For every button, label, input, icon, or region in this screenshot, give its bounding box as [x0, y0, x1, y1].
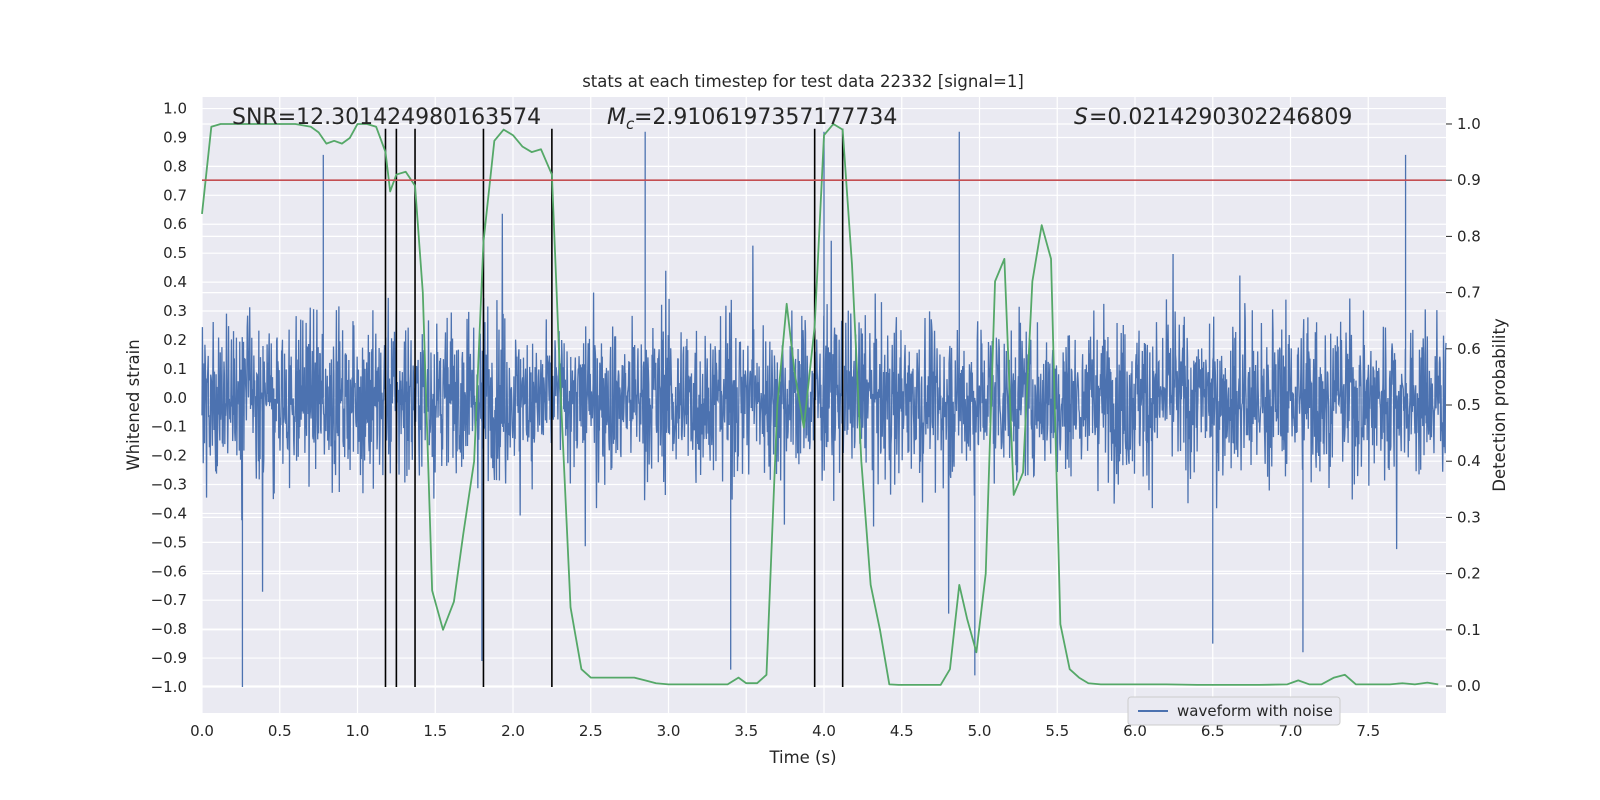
y2-tick-label: 0.2: [1457, 565, 1481, 583]
y2-tick-label: 0.6: [1457, 340, 1481, 358]
x-tick-label: 7.5: [1356, 722, 1380, 740]
x-tick-label: 3.0: [657, 722, 681, 740]
y2-tick-label: 0.1: [1457, 621, 1481, 639]
y-axis-label: Whitened strain: [124, 339, 143, 470]
x-tick-label: 6.5: [1201, 722, 1225, 740]
y2-tick-label: 0.5: [1457, 396, 1481, 414]
y-tick-label: −0.1: [151, 418, 187, 436]
y2-tick-label: 0.7: [1457, 284, 1481, 302]
s-value: =0.0214290302246809: [1089, 105, 1352, 130]
chirp-mass-annotation: Mc =2.9106197357177734: [607, 105, 897, 133]
y2-tick-label: 0.0: [1457, 677, 1481, 695]
y-tick-label: −0.9: [151, 649, 187, 667]
y2-tick-label: 1.0: [1457, 115, 1481, 133]
y2-tick-label: 0.3: [1457, 508, 1481, 526]
y-tick-label: −0.4: [151, 504, 187, 522]
y2-tick-label: 0.8: [1457, 227, 1481, 245]
y-tick-label: −0.2: [151, 447, 187, 465]
x-tick-label: 1.5: [423, 722, 447, 740]
y-tick-label: −0.7: [151, 591, 187, 609]
x-tick-label: 1.0: [346, 722, 370, 740]
y-tick-label: 0.8: [163, 157, 187, 175]
y2-tick-label: 0.9: [1457, 171, 1481, 189]
waveform-series: [201, 131, 1447, 687]
s-annotation: S =0.0214290302246809: [1074, 105, 1352, 130]
y-tick-label: 0.7: [163, 186, 187, 204]
s-symbol: S: [1074, 105, 1088, 130]
x-tick-label: 4.0: [812, 722, 836, 740]
y-tick-label: −0.3: [151, 476, 187, 494]
detection-probability-series: [201, 123, 1439, 686]
y-tick-label: −1.0: [151, 678, 187, 696]
y-tick-label: 0.0: [163, 389, 187, 407]
y2-axis-label: Detection probability: [1490, 318, 1509, 492]
x-tick-label: 6.0: [1123, 722, 1147, 740]
x-tick-label: 2.0: [501, 722, 525, 740]
y-tick-label: 0.4: [163, 273, 187, 291]
snr-annotation: SNR=12.301424980163574: [232, 105, 541, 130]
chirp-mass-value: =2.9106197357177734: [634, 105, 897, 130]
y-tick-label: −0.8: [151, 620, 187, 638]
y-tick-label: 0.3: [163, 302, 187, 320]
x-tick-label: 5.0: [968, 722, 992, 740]
x-tick-label: 3.5: [734, 722, 758, 740]
x-tick-label: 0.0: [190, 722, 214, 740]
legend-entry-waveform: waveform with noise: [1177, 702, 1333, 720]
y-tick-label: 0.6: [163, 215, 187, 233]
y-tick-label: 0.9: [163, 128, 187, 146]
x-tick-label: 7.0: [1279, 722, 1303, 740]
x-tick-label: 4.5: [890, 722, 914, 740]
legend: waveform with noise: [1127, 696, 1341, 726]
chart-title: stats at each timestep for test data 223…: [582, 72, 1024, 91]
y-tick-label: −0.5: [151, 533, 187, 551]
y-tick-label: 0.5: [163, 244, 187, 262]
x-axis-label: Time (s): [768, 748, 836, 767]
x-tick-label: 0.5: [268, 722, 292, 740]
x-tick-label: 2.5: [579, 722, 603, 740]
y-tick-label: 1.0: [163, 100, 187, 118]
y-tick-label: 0.2: [163, 331, 187, 349]
y2-tick-label: 0.4: [1457, 452, 1481, 470]
y-tick-label: 0.1: [163, 360, 187, 378]
x-tick-label: 5.5: [1045, 722, 1069, 740]
y-tick-label: −0.6: [151, 562, 187, 580]
legend-box: [1127, 696, 1341, 726]
